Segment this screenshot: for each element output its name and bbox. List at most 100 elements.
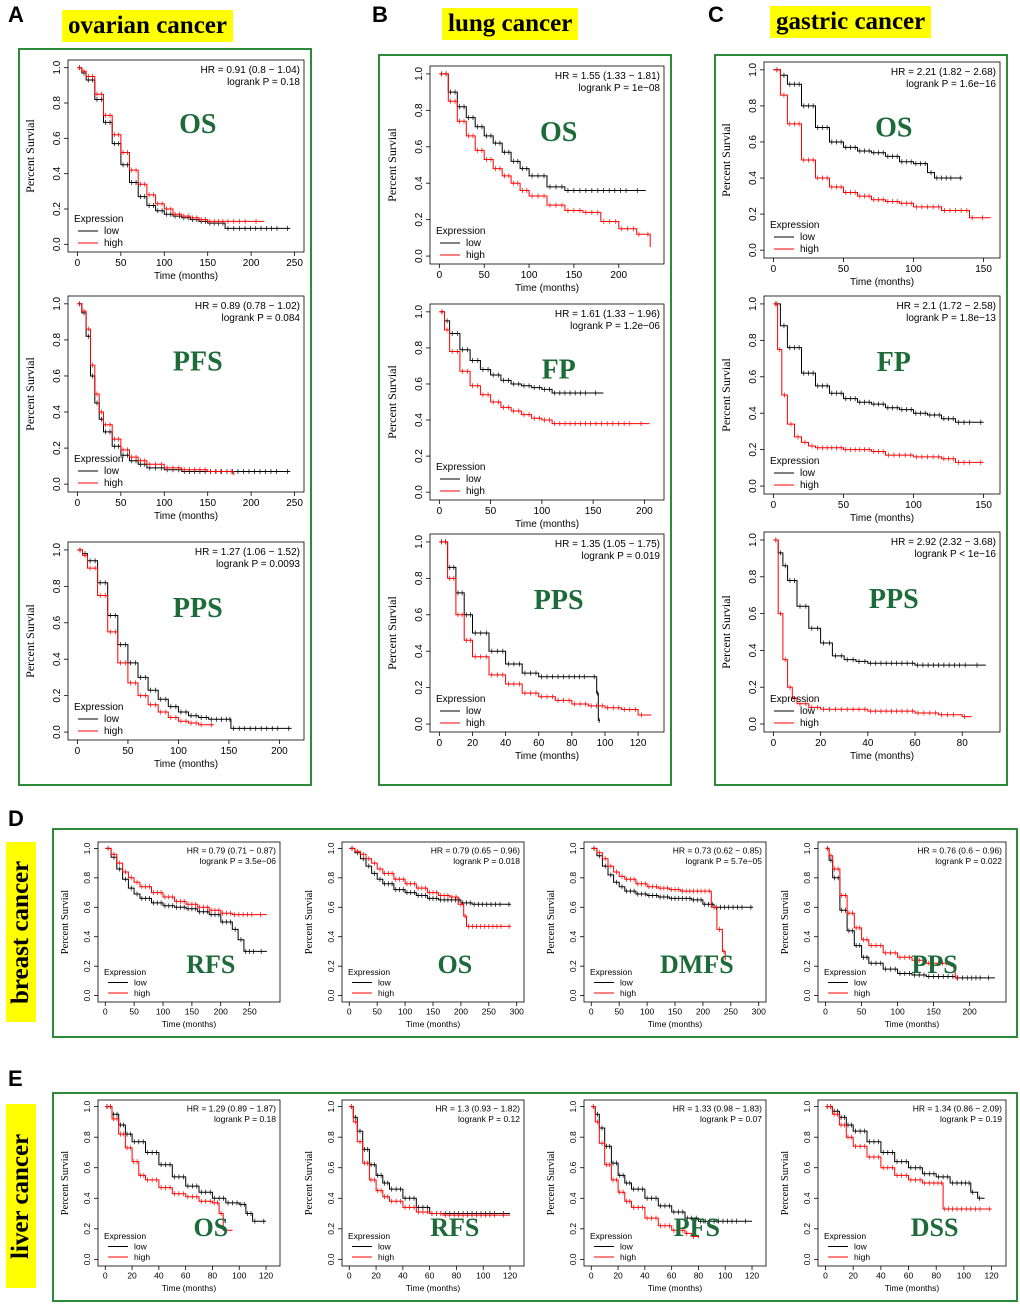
km-curve-high [825,1106,992,1210]
y-tick-label: 1.0 [52,543,63,557]
endpoint-label: PFS [674,1213,720,1242]
x-tick-label: 20 [371,1271,381,1281]
y-tick-label: 0.4 [52,166,63,180]
x-axis-label: Time (months) [154,271,218,282]
hazard-ratio: HR = 1.3 (0.93 − 1.82) [435,1104,520,1114]
x-tick-label: 50 [115,498,127,509]
title-breast: breast cancer [6,842,36,1022]
y-tick-label: 0.0 [748,479,759,493]
endpoint-label: FP [877,347,911,378]
x-tick-label: 0 [75,258,81,269]
logrank-p: logrank P = 0.019 [582,551,661,562]
hazard-ratio: HR = 1.61 (1.33 − 1.96) [555,309,660,320]
x-tick-label: 40 [500,738,512,749]
x-tick-label: 0 [347,1007,352,1017]
title-lung: lung cancer [442,8,579,40]
legend-label-low: low [620,978,634,988]
y-axis-label: Percent Survial [385,596,399,670]
x-tick-label: 50 [838,500,850,511]
logrank-p: logrank P = 0.18 [214,1114,276,1124]
y-tick-label: 0.2 [802,1223,812,1235]
endpoint-label: OS [540,117,577,148]
panel-label-e: E [8,1066,23,1091]
endpoint-label: DSS [911,1213,959,1242]
legend-label-high: high [466,250,485,261]
endpoint-label: OS [437,950,472,979]
y-tick-label: 0.4 [802,1192,812,1204]
x-tick-label: 200 [636,506,653,517]
km-curve-high [105,1106,233,1231]
y-tick-label: 0.2 [414,680,425,694]
endpoint-label: RFS [430,1213,479,1242]
legend-label-high: high [466,718,485,729]
y-tick-label: 0.6 [414,139,425,153]
y-tick-label: 0.0 [802,989,812,1001]
km-curve-low [439,311,604,394]
legend-label-high: high [378,1252,394,1262]
x-tick-label: 100 [640,1007,654,1017]
y-axis-label: Percent Survial [385,365,399,439]
legend-title: Expression [104,1231,146,1241]
x-tick-label: 120 [630,738,647,749]
plot-frame [67,59,305,253]
x-axis-label: Time (months) [406,1019,461,1029]
y-tick-label: 1.0 [802,842,812,854]
y-tick-label: 0.8 [52,333,63,347]
km-gastric-os: 0.0 0.2 0.4 0.6 0.8 1.0 0 50 100 150 Time (months)… [719,61,1001,288]
y-tick-label: 0.8 [52,579,63,593]
y-tick-label: 1.0 [52,60,63,74]
legend-title: Expression [74,702,123,713]
hazard-ratio: HR = 1.34 (0.86 − 2.09) [913,1104,1002,1114]
logrank-p: logrank P = 0.12 [458,1114,520,1124]
legend-title: Expression [74,214,123,225]
y-tick-label: 0.8 [82,1131,92,1143]
x-tick-label: 80 [566,738,578,749]
legend-label-high: high [104,238,123,249]
plot-frame [341,841,525,1003]
y-tick-label: 0.6 [326,901,336,913]
y-tick-label: 0.6 [748,135,759,149]
y-tick-label: 0.2 [568,1223,578,1235]
y-tick-label: 0.8 [414,571,425,585]
plot-frame [583,1099,767,1267]
y-tick-label: 0.2 [326,1223,336,1235]
y-tick-label: 0.2 [82,960,92,972]
frame-d [52,828,1018,1038]
y-tick-label: 0.8 [802,872,812,884]
x-tick-label: 200 [696,1007,710,1017]
hazard-ratio: HR = 0.73 (0.62 − 0.85) [673,846,762,856]
km-curve-high [773,539,972,718]
y-tick-label: 0.2 [326,960,336,972]
x-tick-label: 50 [479,270,491,281]
y-axis-label: Percent Survial [60,890,71,955]
x-tick-label: 150 [975,264,992,275]
x-axis-label: Time (months) [515,283,579,294]
title-liver: liver cancer [6,1104,36,1288]
y-tick-label: 1.0 [326,842,336,854]
x-tick-label: 100 [718,1271,732,1281]
hazard-ratio: HR = 0.91 (0.8 − 1.04) [200,65,300,76]
logrank-p: logrank P = 0.18 [227,77,300,88]
y-tick-label: 0.6 [52,369,63,383]
logrank-p: logrank P = 5.7e−05 [686,856,763,866]
x-tick-label: 0 [771,500,777,511]
legend-label-low: low [466,706,482,717]
legend-label-high: high [800,244,819,255]
y-axis-label: Percent Survial [60,1151,71,1216]
y-tick-label: 0.4 [748,171,759,185]
km-curve-low [77,303,291,472]
endpoint-label: OS [179,109,216,140]
y-tick-label: 0.6 [748,369,759,383]
km-lung-os: 0.0 0.2 0.4 0.6 0.8 1.0 0 50 100 150 200 Time (mont… [385,65,665,294]
x-tick-label: 200 [243,498,260,509]
hazard-ratio: HR = 1.35 (1.05 − 1.75) [555,539,660,550]
legend-title: Expression [104,967,146,977]
y-tick-label: 1.0 [326,1100,336,1112]
x-tick-label: 100 [905,500,922,511]
x-tick-label: 150 [199,258,216,269]
x-tick-label: 250 [482,1007,496,1017]
endpoint-label: PPS [869,584,919,615]
y-tick-label: 0.8 [748,569,759,583]
y-tick-label: 0.4 [82,1192,92,1204]
endpoint-label: OS [193,1213,228,1242]
